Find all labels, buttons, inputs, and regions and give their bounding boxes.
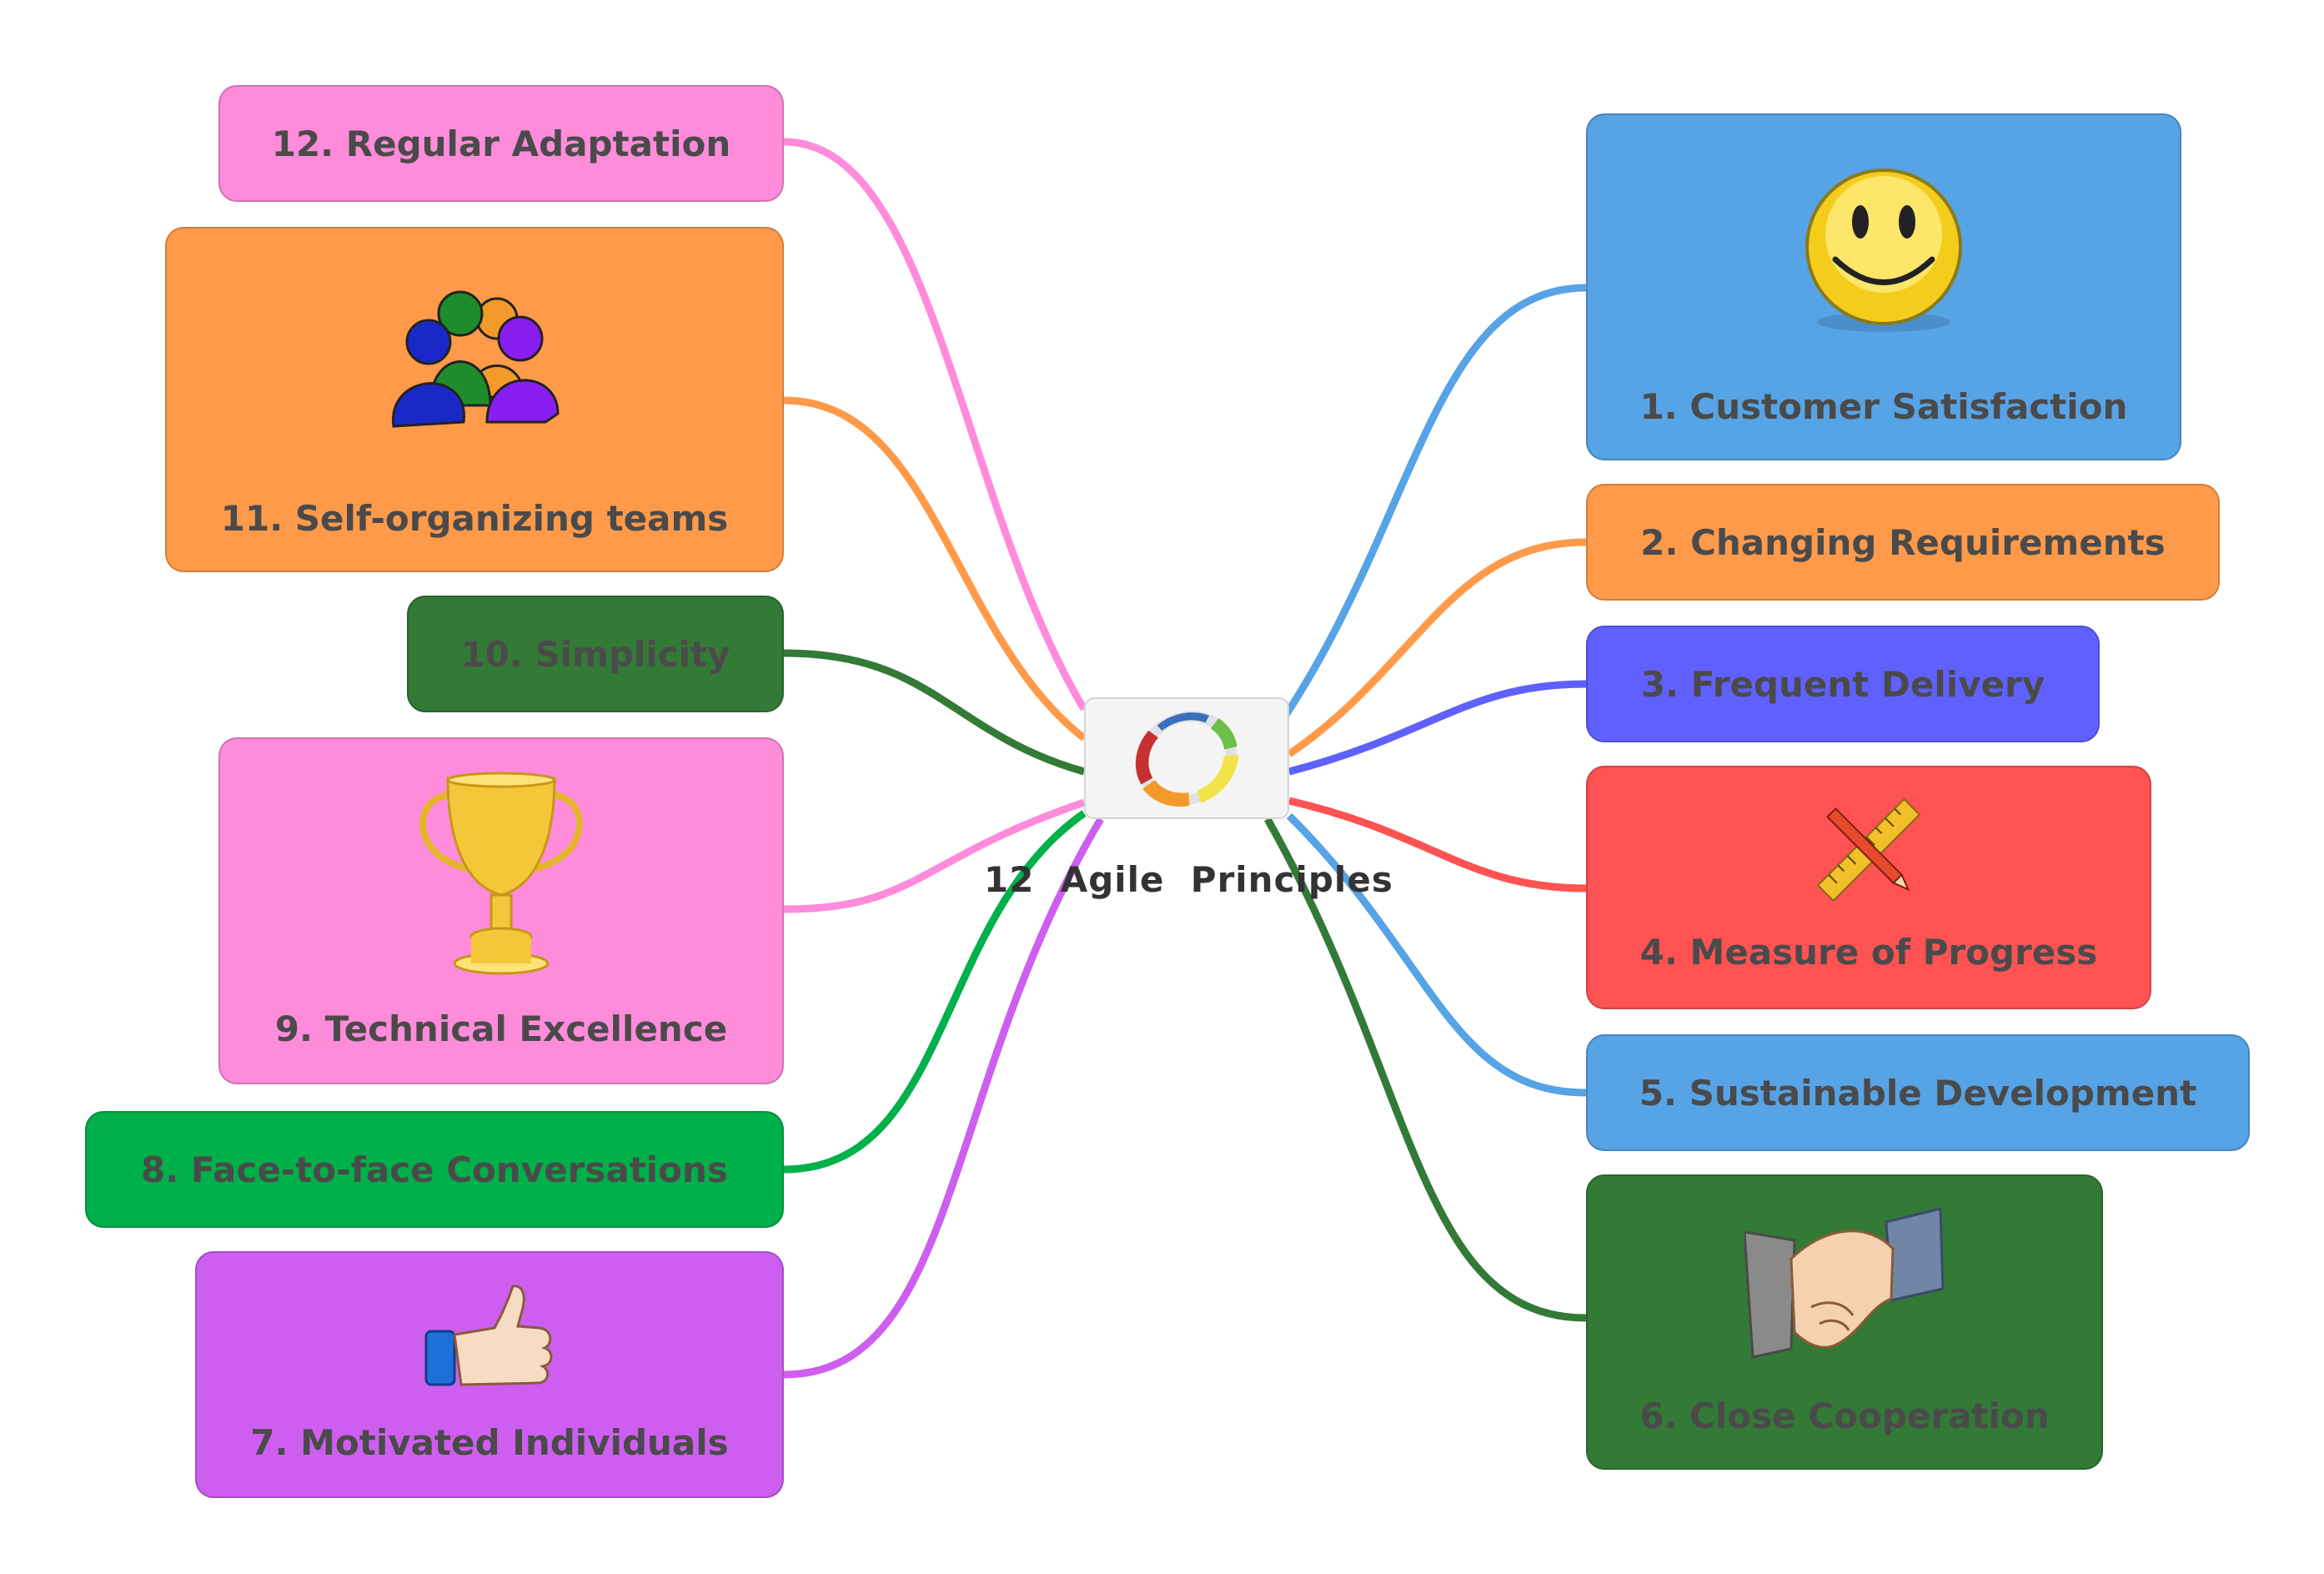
node-customer-satisfaction[interactable]: 1. Customer Satisfaction: [1586, 113, 2181, 460]
handshake-icon: [1744, 1206, 1945, 1359]
thumbs-up-icon: [424, 1284, 553, 1386]
node-label: 2. Changing Requirements: [1640, 521, 2166, 563]
node-label: 11. Self-organizing teams: [220, 498, 729, 539]
node-technical-excellence[interactable]: 9. Technical Excellence: [218, 737, 784, 1084]
node-self-organizing-teams[interactable]: 11. Self-organizing teams: [165, 227, 784, 572]
link-9: [783, 798, 1086, 913]
node-simplicity[interactable]: 10. Simplicity: [407, 596, 784, 712]
node-label: 4. Measure of Progress: [1639, 932, 2098, 973]
link-10: [783, 649, 1086, 776]
smiley-face-icon: [1805, 168, 1962, 332]
link-12: [783, 138, 1087, 712]
link-5: [1286, 812, 1587, 1097]
node-frequent-delivery[interactable]: 3. Frequent Delivery: [1586, 626, 2100, 742]
node-label: 5. Sustainable Development: [1639, 1072, 2197, 1114]
node-regular-adaptation[interactable]: 12. Regular Adaptation: [218, 85, 784, 202]
node-motivated-individuals[interactable]: 7. Motivated Individuals: [195, 1251, 784, 1498]
node-face-to-face-conversations[interactable]: 8. Face-to-face Conversations: [85, 1111, 784, 1228]
link-7: [783, 817, 1104, 1379]
link-2: [1287, 538, 1587, 757]
node-label: 7. Motivated Individuals: [250, 1422, 729, 1463]
link-8: [783, 810, 1087, 1174]
link-11: [783, 396, 1087, 742]
link-4: [1287, 797, 1587, 893]
trophy-icon: [419, 772, 583, 974]
node-label: 9. Technical Excellence: [274, 1008, 728, 1049]
node-label: 8. Face-to-face Conversations: [141, 1149, 728, 1190]
node-close-cooperation[interactable]: 6. Close Cooperation: [1586, 1174, 2103, 1470]
node-measure-of-progress[interactable]: 4. Measure of Progress: [1586, 766, 2151, 1009]
agile-cycle-icon: [1135, 711, 1239, 807]
node-label: 1. Customer Satisfaction: [1639, 386, 2128, 427]
link-3: [1287, 680, 1587, 776]
node-label: 12. Regular Adaptation: [271, 123, 731, 164]
central-topic-box[interactable]: [1084, 697, 1289, 819]
node-label: 3. Frequent Delivery: [1640, 663, 2045, 705]
ruler-and-pencil-icon: [1816, 797, 1921, 902]
link-6: [1264, 817, 1587, 1322]
link-1: [1281, 284, 1587, 720]
node-sustainable-development[interactable]: 5. Sustainable Development: [1586, 1034, 2250, 1151]
node-label: 10. Simplicity: [460, 633, 730, 675]
node-label: 6. Close Cooperation: [1639, 1395, 2050, 1436]
node-changing-requirements[interactable]: 2. Changing Requirements: [1586, 484, 2220, 601]
team-people-icon: [392, 290, 560, 428]
central-topic-title: 12 Agile Principles: [984, 859, 1393, 900]
